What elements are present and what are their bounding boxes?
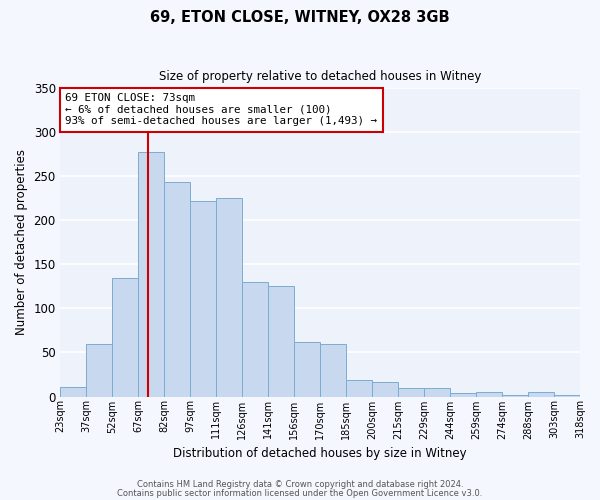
- Bar: [112, 278, 138, 396]
- Bar: [502, 395, 528, 396]
- Bar: [346, 380, 372, 396]
- Title: Size of property relative to detached houses in Witney: Size of property relative to detached ho…: [159, 70, 481, 83]
- Bar: [294, 342, 320, 396]
- Text: Contains public sector information licensed under the Open Government Licence v3: Contains public sector information licen…: [118, 489, 482, 498]
- Bar: [86, 344, 112, 396]
- Bar: [242, 282, 268, 397]
- Bar: [164, 182, 190, 396]
- Bar: [268, 286, 294, 397]
- Bar: [554, 395, 580, 396]
- Bar: [320, 344, 346, 396]
- Bar: [398, 388, 424, 396]
- Y-axis label: Number of detached properties: Number of detached properties: [15, 150, 28, 336]
- X-axis label: Distribution of detached houses by size in Witney: Distribution of detached houses by size …: [173, 447, 467, 460]
- Bar: [138, 152, 164, 396]
- Bar: [424, 388, 450, 396]
- Bar: [476, 392, 502, 396]
- Bar: [372, 382, 398, 396]
- Text: 69, ETON CLOSE, WITNEY, OX28 3GB: 69, ETON CLOSE, WITNEY, OX28 3GB: [150, 10, 450, 25]
- Bar: [450, 393, 476, 396]
- Bar: [528, 392, 554, 396]
- Bar: [60, 387, 86, 396]
- Text: 69 ETON CLOSE: 73sqm
← 6% of detached houses are smaller (100)
93% of semi-detac: 69 ETON CLOSE: 73sqm ← 6% of detached ho…: [65, 93, 377, 126]
- Bar: [216, 198, 242, 396]
- Text: Contains HM Land Registry data © Crown copyright and database right 2024.: Contains HM Land Registry data © Crown c…: [137, 480, 463, 489]
- Bar: [190, 201, 216, 396]
